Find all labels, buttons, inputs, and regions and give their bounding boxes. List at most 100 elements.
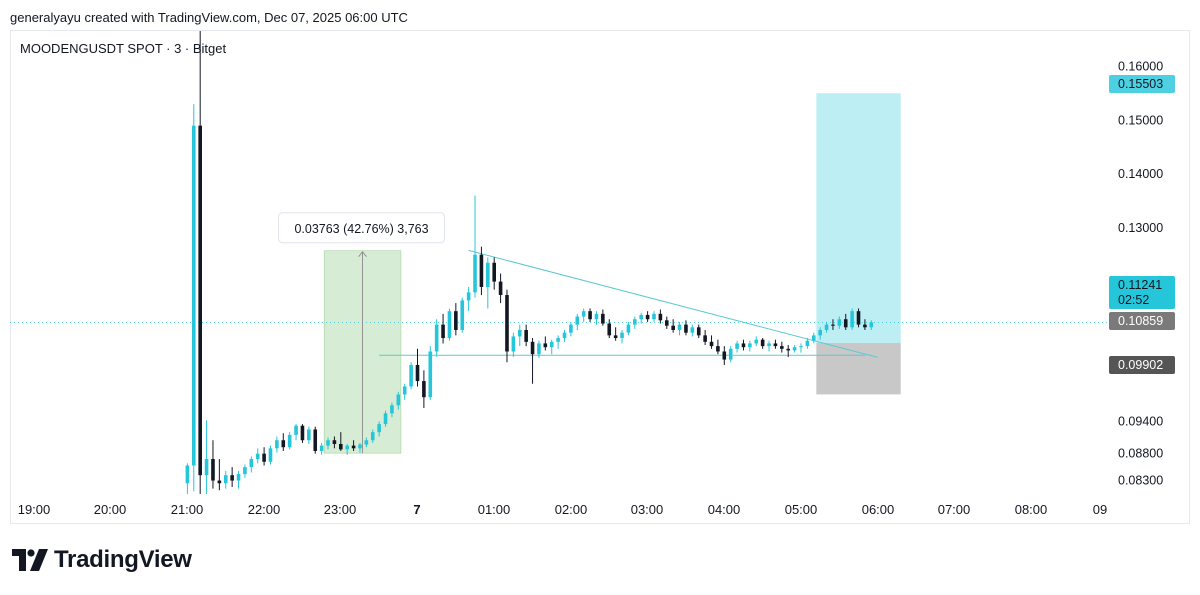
price-label-box [1109,75,1175,93]
candle-body [230,475,234,481]
candle [575,313,580,330]
candle-body [281,440,286,448]
candles-layer [185,31,874,494]
time-tick-label: 23:00 [324,502,357,517]
candle-body [767,343,771,347]
candle-body [479,254,484,287]
time-tick-label: 02:00 [555,502,588,517]
symbol-title: MOODENGUSDT SPOT · 3 · Bitget [20,41,227,56]
candle [319,442,324,455]
candle-body [754,339,759,344]
candle [281,433,286,451]
candle [236,470,241,489]
time-tick-label: 05:00 [785,502,818,517]
candle [307,426,311,444]
candle-body [351,445,356,449]
candle-body [549,341,554,348]
candle-body [332,440,337,444]
candle [754,336,759,347]
candle-body [607,323,612,336]
time-tick-label: 01:00 [478,502,511,517]
candle [664,316,669,329]
candle-body [447,311,452,339]
price-label-value: 0.10859 [1118,314,1163,328]
candle-body [383,413,388,425]
candle-body [498,281,503,296]
candle [313,426,318,454]
candle-body [722,351,727,360]
candle-body [402,386,407,395]
candle-body [748,343,752,348]
candle-body [223,475,228,484]
candle [652,311,656,322]
candle [223,470,228,489]
time-tick-label: 04:00 [708,502,741,517]
candle [633,316,637,329]
candle [543,336,548,351]
price-axis: 0.160000.150000.140000.130000.120000.094… [1118,59,1163,487]
candle-body [664,320,669,326]
candle [792,345,797,353]
price-tick-label: 0.08800 [1118,447,1163,461]
candle-body [843,319,848,328]
candle-body [645,314,650,320]
candle [422,370,426,408]
candle [300,424,305,443]
measure-label: 0.03763 (42.76%) 3,763 [294,222,428,236]
candle-body [198,125,202,476]
candle [671,319,675,333]
candle [569,321,573,337]
candle [709,335,714,349]
candle-body [409,364,413,387]
candle-body [511,336,516,352]
candle-body [856,311,861,325]
candle [786,345,791,357]
candle-body [696,327,701,336]
candle [230,467,234,488]
candle-body [690,327,695,333]
candle-body [639,314,644,320]
tradingview-logo[interactable]: TradingView [12,546,192,574]
candle-body [760,339,765,347]
candle-body [684,324,688,333]
zones-layer [323,93,901,454]
candle [198,31,202,494]
candle-body [677,324,682,330]
candle-body [633,319,637,325]
candle-body [255,453,260,460]
candle-body [530,341,535,355]
candle [402,383,407,400]
candle-body [492,262,496,282]
candle [460,297,465,333]
candle [249,456,254,473]
candle [639,312,644,324]
candle-body [441,324,445,339]
candle [773,339,778,349]
candle [511,332,516,357]
candle-body [204,459,209,476]
candle [275,436,279,453]
candle [824,321,829,333]
candle [537,340,541,358]
candle [383,410,388,427]
candle [332,436,337,449]
candle [466,286,471,312]
candle-body [505,295,509,352]
candle [364,437,369,448]
candle [185,463,190,494]
candle-body [741,343,746,348]
candle-body [601,313,605,324]
candle-body [517,329,522,337]
candle [607,319,612,339]
candle [601,309,605,326]
candle-body [818,329,822,336]
candle [204,420,209,494]
candle [690,324,695,337]
price-tick-label: 0.09400 [1118,414,1163,428]
candle-body [709,341,714,347]
candle [799,343,803,353]
time-tick-label: 7 [413,502,420,517]
